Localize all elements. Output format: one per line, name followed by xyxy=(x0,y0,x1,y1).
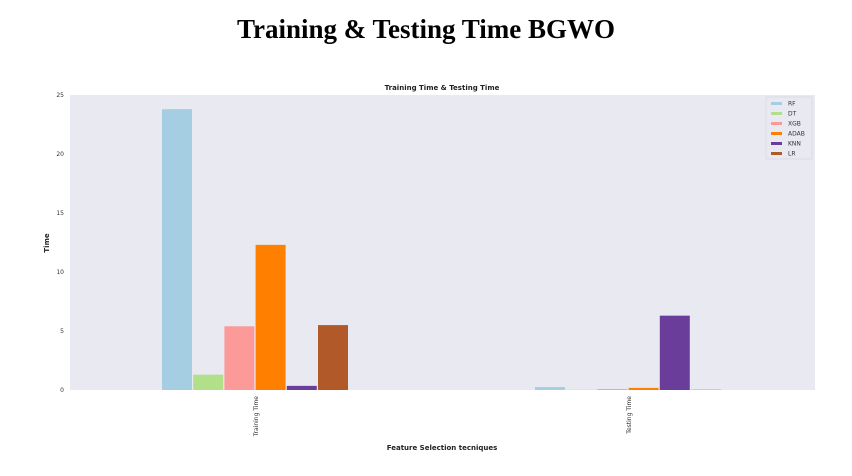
legend-label-adab: ADAB xyxy=(788,131,805,138)
bar-xgb-training-time xyxy=(224,326,255,390)
legend-label-knn: KNN xyxy=(788,141,801,148)
legend-box xyxy=(765,96,813,160)
y-axis-ticks: 0 5 10 15 20 25 xyxy=(56,92,64,394)
legend-swatch-rf xyxy=(771,102,782,105)
page-title: Training & Testing Time BGWO xyxy=(236,14,616,44)
bar-knn-testing-time xyxy=(659,315,690,390)
legend-label-rf: RF xyxy=(788,101,796,108)
y-tick-label: 0 xyxy=(60,387,64,394)
y-tick-label: 20 xyxy=(56,151,64,158)
y-axis-label: Time xyxy=(43,233,51,252)
y-tick-label: 25 xyxy=(56,92,64,99)
bar-lr-training-time xyxy=(318,325,348,390)
plot-area xyxy=(70,95,815,390)
bar-xgb-testing-time xyxy=(597,389,628,390)
x-axis-ticks: Training Time Testing Time xyxy=(253,396,633,438)
legend-label-dt: DT xyxy=(788,111,797,118)
x-tick-label: Testing Time xyxy=(626,396,633,435)
bar-knn-training-time xyxy=(286,385,317,390)
bar-rf-testing-time xyxy=(535,387,565,390)
bar-rf-training-time xyxy=(162,109,192,390)
legend: RF DT XGB ADAB KNN LR xyxy=(765,96,813,160)
legend-swatch-adab xyxy=(771,132,782,135)
legend-label-xgb: XGB xyxy=(788,121,801,128)
bar-adab-testing-time xyxy=(628,387,659,390)
y-tick-label: 5 xyxy=(60,328,64,335)
chart-title: Training Time & Testing Time xyxy=(385,84,500,92)
y-tick-label: 10 xyxy=(56,269,64,276)
x-tick-label: Training Time xyxy=(253,396,260,438)
x-axis-label: Feature Selection tecniques xyxy=(387,444,498,452)
legend-swatch-xgb xyxy=(771,122,782,125)
legend-swatch-knn xyxy=(771,142,782,145)
legend-swatch-dt xyxy=(771,112,782,115)
legend-label-lr: LR xyxy=(788,151,796,158)
bars xyxy=(162,109,721,390)
bar-adab-training-time xyxy=(255,244,286,390)
y-tick-label: 15 xyxy=(56,210,64,217)
legend-swatch-lr xyxy=(771,152,782,155)
bar-dt-training-time xyxy=(193,374,224,390)
